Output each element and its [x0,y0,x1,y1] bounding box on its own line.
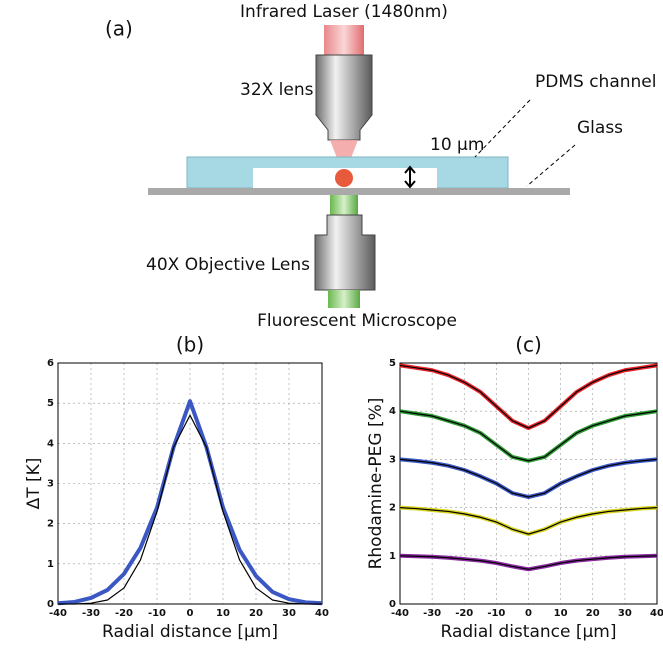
y-tick-label: 1 [47,559,54,570]
x-tick-label: 10 [216,608,230,619]
microscope-label: Fluorescent Microscope [257,311,457,331]
y-tick-label: 4 [389,406,396,417]
channel-pointer [474,99,531,158]
laser-beam [324,25,364,60]
plot-frame [399,362,658,605]
channel-label: PDMS channel [535,72,656,92]
objective [314,214,376,291]
fit-line [399,364,658,429]
green-beam-out [328,290,360,308]
gap-arrow [404,165,416,189]
series-line [58,414,322,605]
y-tick-label: 0 [47,599,54,610]
series-line [399,553,658,572]
x-tick-label: -20 [455,608,473,619]
glass-label: Glass [577,118,623,138]
diagram: (a) Infrared Laser (1480nm) 32X lens 10 … [105,2,656,331]
gap-label: 10 μm [430,135,484,155]
lens-label: 32X lens [240,80,314,100]
y-tick-label: 1 [389,551,396,562]
x-tick-label: 0 [525,608,532,619]
panel-label: (a) [105,17,133,41]
x-tick-label: 0 [187,608,194,619]
x-axis-label: Radial distance [μm] [441,622,617,642]
y-tick-label: 2 [389,503,396,514]
y-tick-label: 5 [47,398,54,409]
y-tick-label: 2 [47,519,54,530]
y-axis-label: Rhodamine-PEG [%] [366,398,386,570]
x-tick-label: 10 [554,608,568,619]
x-tick-label: -30 [423,608,441,619]
glass [148,188,570,195]
x-tick-label: 20 [586,608,600,619]
series-line [399,505,658,537]
chart-title: (b) [176,333,204,357]
y-tick-label: 4 [47,438,54,449]
x-tick-label: -40 [49,608,67,619]
y-tick-label: 5 [389,358,396,369]
focus-spot [335,169,353,187]
laser-label: Infrared Laser (1480nm) [240,2,448,22]
y-tick-label: 0 [389,599,396,610]
fit-line [399,458,658,498]
glass-pointer [526,144,576,187]
plot-frame [57,362,323,605]
x-tick-label: 30 [282,608,296,619]
fit-line [399,410,658,462]
objective-label: 40X Objective Lens [146,255,310,275]
x-tick-label: 40 [315,608,329,619]
fit-line [399,555,658,570]
x-tick-label: -20 [115,608,133,619]
lens [315,54,373,141]
fit-line [399,507,658,535]
x-tick-label: -30 [82,608,100,619]
x-axis-label: Radial distance [μm] [102,622,278,642]
x-tick-label: 40 [650,608,663,619]
x-tick-label: -10 [487,608,505,619]
y-tick-label: 3 [47,479,54,490]
series-line [57,399,323,606]
x-tick-label: 20 [249,608,263,619]
chart-title: (c) [515,333,542,357]
x-tick-label: -40 [391,608,409,619]
x-tick-label: 30 [618,608,632,619]
y-axis-label: ΔT [K] [24,458,44,510]
y-tick-label: 6 [47,358,54,369]
x-tick-label: -10 [148,608,166,619]
y-tick-label: 3 [389,454,396,465]
